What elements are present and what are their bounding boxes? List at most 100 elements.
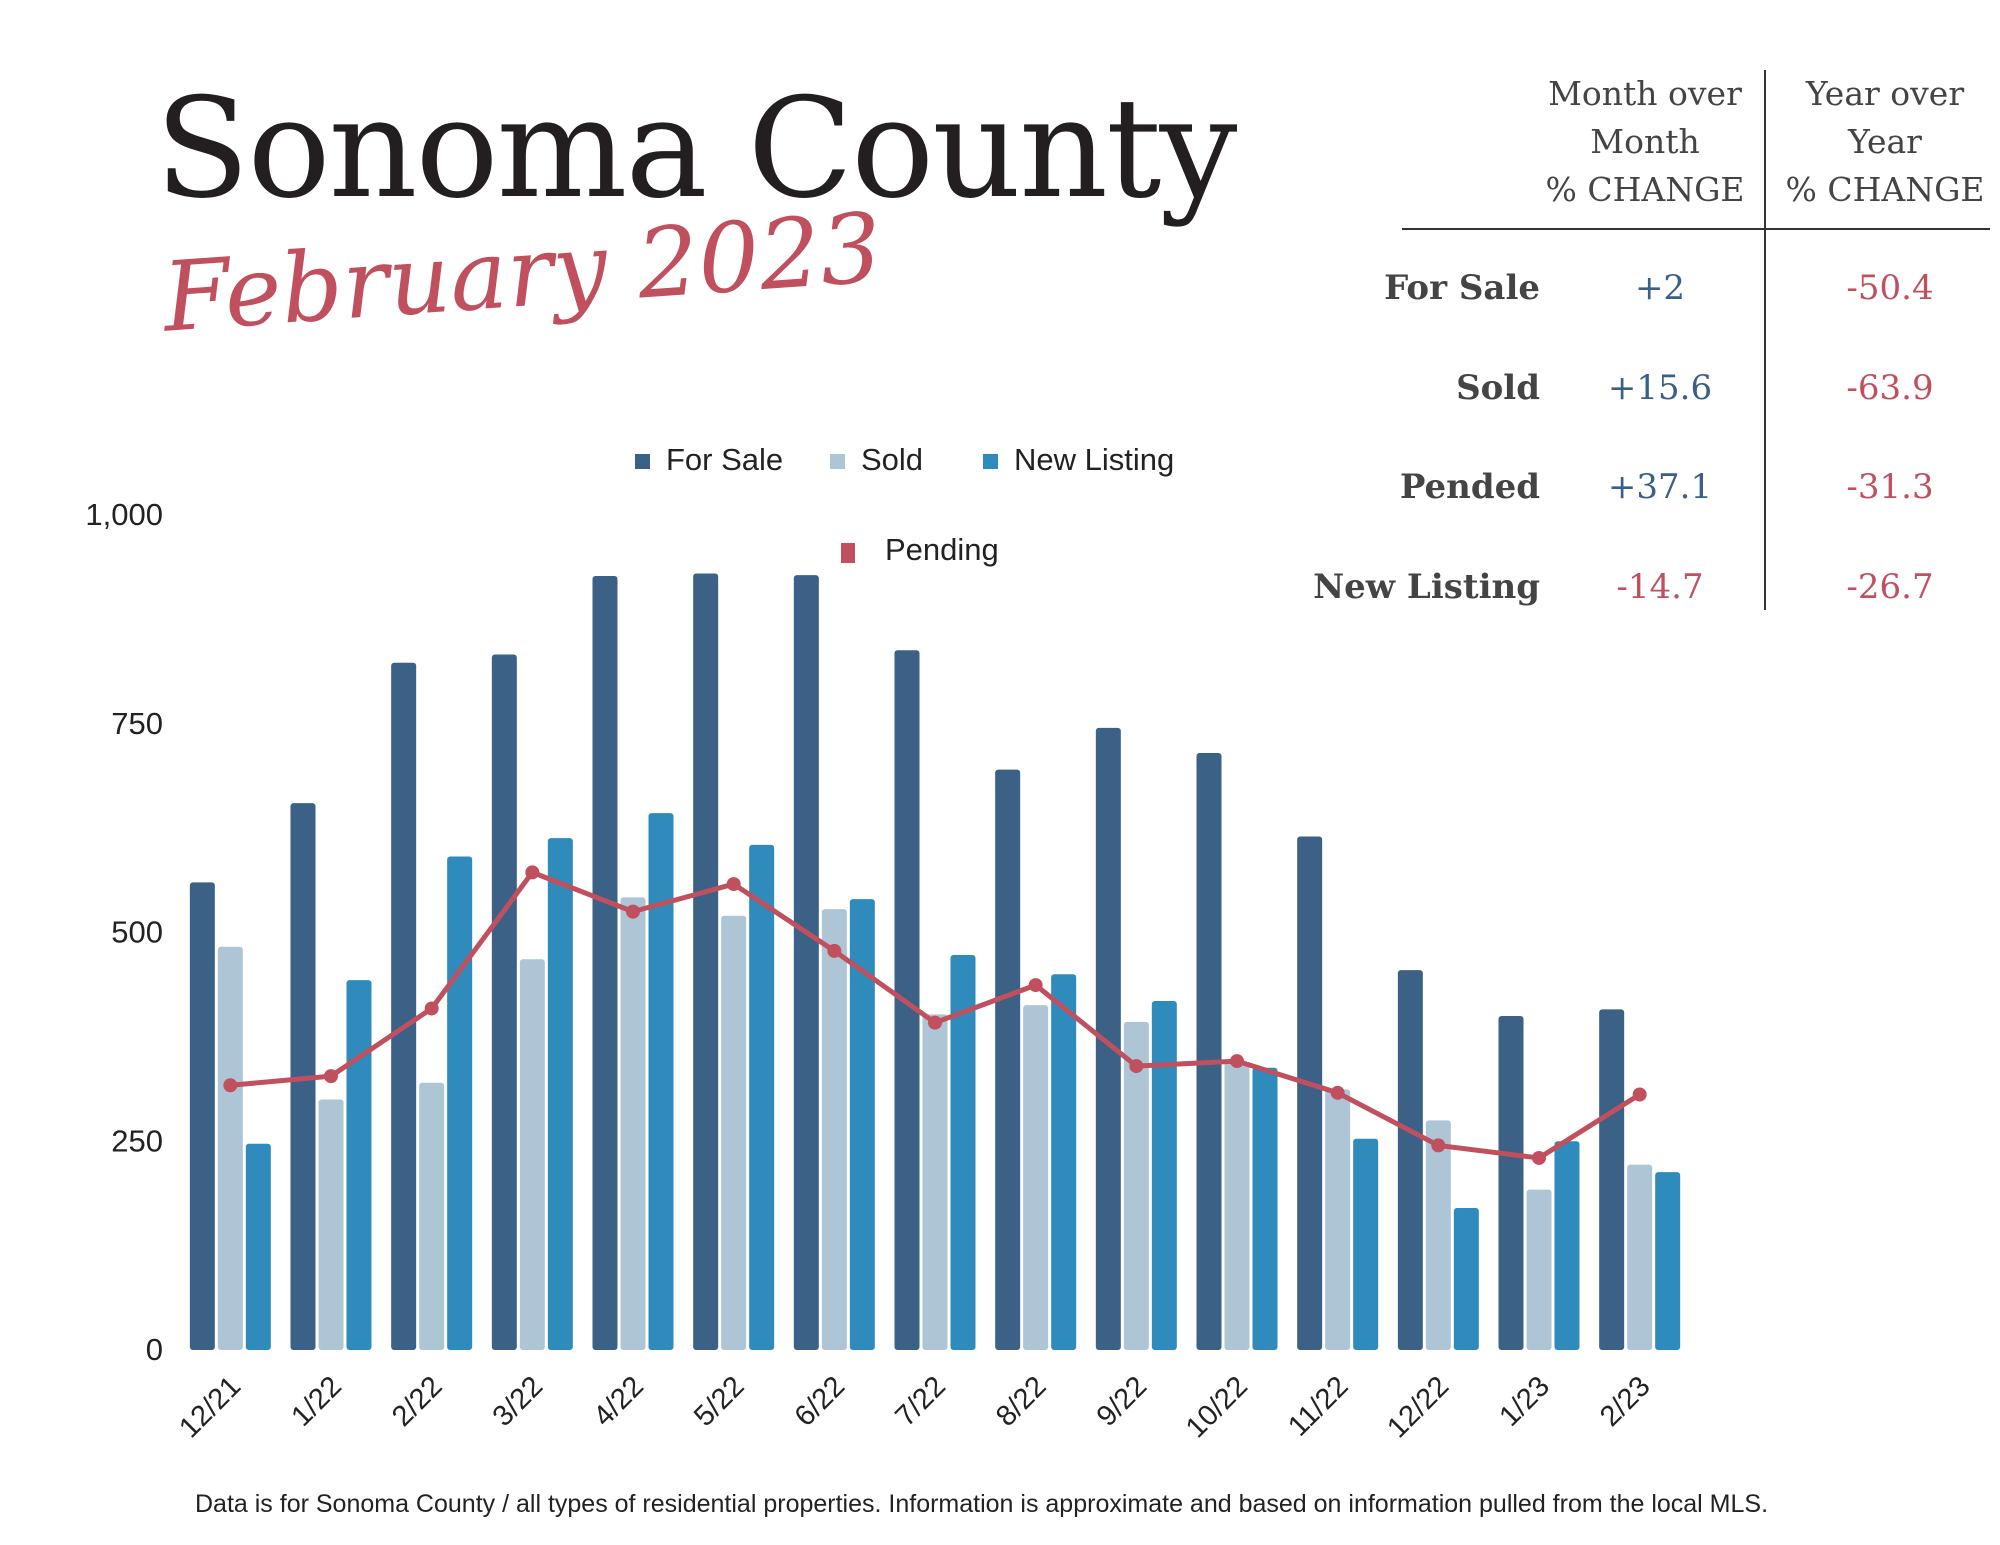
bar-new-listing	[849, 899, 875, 1350]
column-header-yoy: Year over Year % CHANGE	[1765, 70, 2000, 214]
point-pending	[1129, 1059, 1144, 1074]
yoy-value-pended: -31.3	[1846, 467, 1934, 507]
bar-new-listing	[245, 1143, 271, 1350]
bar-for-sale	[793, 575, 819, 1350]
y-tick-label: 750	[111, 706, 163, 741]
x-tick-label: 2/22	[386, 1370, 449, 1433]
bar-new-listing	[648, 813, 674, 1350]
bar-sold	[1325, 1089, 1351, 1350]
row-label-new-listing: New Listing	[1313, 567, 1540, 607]
legend-swatch	[635, 454, 650, 469]
point-pending	[1632, 1087, 1647, 1102]
bar-sold	[519, 959, 545, 1350]
x-tick-label: 9/22	[1091, 1370, 1154, 1433]
point-pending	[324, 1069, 338, 1084]
bar-for-sale	[1095, 727, 1121, 1350]
bar-sold	[1023, 1005, 1049, 1350]
bar-new-listing	[1051, 974, 1077, 1350]
bar-sold	[721, 915, 747, 1350]
bar-for-sale	[995, 769, 1021, 1350]
bar-for-sale	[391, 662, 417, 1350]
bar-sold	[1627, 1164, 1653, 1350]
x-tick-label: 11/22	[1282, 1370, 1354, 1442]
row-label-pended: Pended	[1399, 467, 1540, 507]
bar-sold	[217, 946, 243, 1350]
table-column-divider	[1764, 70, 1766, 610]
point-pending	[928, 1015, 942, 1030]
y-tick-label: 1,000	[85, 497, 163, 532]
bar-sold	[620, 897, 646, 1350]
bar-sold	[419, 1082, 445, 1350]
bar-sold	[1425, 1120, 1451, 1350]
x-tick-label: 2/23	[1594, 1370, 1657, 1433]
bar-sold	[922, 1014, 948, 1350]
bar-for-sale	[491, 654, 517, 1350]
y-tick-label: 500	[111, 915, 163, 950]
bar-new-listing	[950, 955, 976, 1350]
x-tick-label: 12/21	[173, 1370, 247, 1444]
row-label-sold: Sold	[1456, 368, 1540, 408]
x-tick-label: 1/22	[285, 1370, 348, 1433]
legend-swatch	[983, 454, 998, 469]
x-tick-label: 4/22	[587, 1370, 650, 1433]
legend-label: Sold	[861, 442, 923, 477]
point-pending	[223, 1078, 238, 1093]
page-title: Sonoma County	[155, 68, 1237, 229]
legend-label: For Sale	[666, 442, 783, 477]
bar-sold	[1123, 1021, 1149, 1350]
table-header-divider	[1402, 228, 1990, 230]
column-header-yoy-line: Year	[1848, 122, 1922, 161]
column-header-mom-line: % CHANGE	[1545, 170, 1745, 209]
bar-new-listing	[1252, 1067, 1278, 1350]
legend-swatch	[830, 454, 845, 469]
column-header-mom-line: Month over	[1548, 74, 1742, 113]
point-pending	[525, 865, 540, 880]
bar-new-listing	[1655, 1172, 1681, 1350]
x-tick-label: 5/22	[688, 1370, 751, 1433]
yoy-value-sold: -63.9	[1846, 368, 1934, 408]
bar-new-listing	[1151, 1000, 1177, 1350]
mom-value-new-listing: -14.7	[1616, 567, 1704, 607]
x-tick-label: 7/22	[889, 1370, 952, 1433]
point-pending	[626, 904, 640, 919]
point-pending	[726, 877, 741, 892]
point-pending	[424, 1001, 439, 1016]
point-pending	[1532, 1150, 1546, 1165]
point-pending	[827, 943, 842, 958]
bar-for-sale	[1196, 752, 1222, 1350]
point-pending	[1330, 1085, 1345, 1100]
column-header-mom: Month over Month % CHANGE	[1525, 70, 1765, 214]
mom-value-for-sale: +2	[1634, 268, 1686, 308]
bar-sold	[821, 909, 847, 1350]
bar-for-sale	[1599, 1009, 1625, 1350]
bar-sold	[318, 1099, 344, 1350]
bar-for-sale	[1397, 970, 1423, 1350]
bar-for-sale	[1297, 836, 1323, 1350]
y-tick-label: 250	[111, 1123, 163, 1158]
bar-sold	[1526, 1189, 1552, 1350]
bar-new-listing	[447, 856, 473, 1350]
bar-new-listing	[547, 838, 573, 1350]
bar-new-listing	[1554, 1141, 1580, 1350]
x-tick-label: 10/22	[1180, 1370, 1254, 1444]
bar-new-listing	[1453, 1208, 1479, 1350]
bar-new-listing	[749, 844, 775, 1350]
row-label-for-sale: For Sale	[1384, 268, 1540, 308]
bar-for-sale	[1498, 1016, 1524, 1350]
bar-for-sale	[189, 882, 215, 1350]
legend-label: Pending	[885, 532, 999, 567]
y-tick-label: 0	[146, 1332, 163, 1367]
x-tick-label: 8/22	[990, 1370, 1053, 1433]
x-tick-label: 3/22	[487, 1370, 550, 1433]
legend-swatch	[841, 543, 855, 563]
bar-new-listing	[346, 980, 372, 1350]
x-tick-label: 6/22	[789, 1370, 852, 1433]
column-header-yoy-line: % CHANGE	[1785, 170, 1985, 209]
bar-sold	[1224, 1061, 1250, 1350]
point-pending	[1028, 978, 1043, 993]
stats-table: Month over Month % CHANGE Year over Year…	[1313, 70, 2000, 610]
legend-label: New Listing	[1014, 442, 1174, 477]
mom-value-pended: +37.1	[1607, 467, 1713, 507]
footnote: Data is for Sonoma County / all types of…	[195, 1490, 1769, 1518]
